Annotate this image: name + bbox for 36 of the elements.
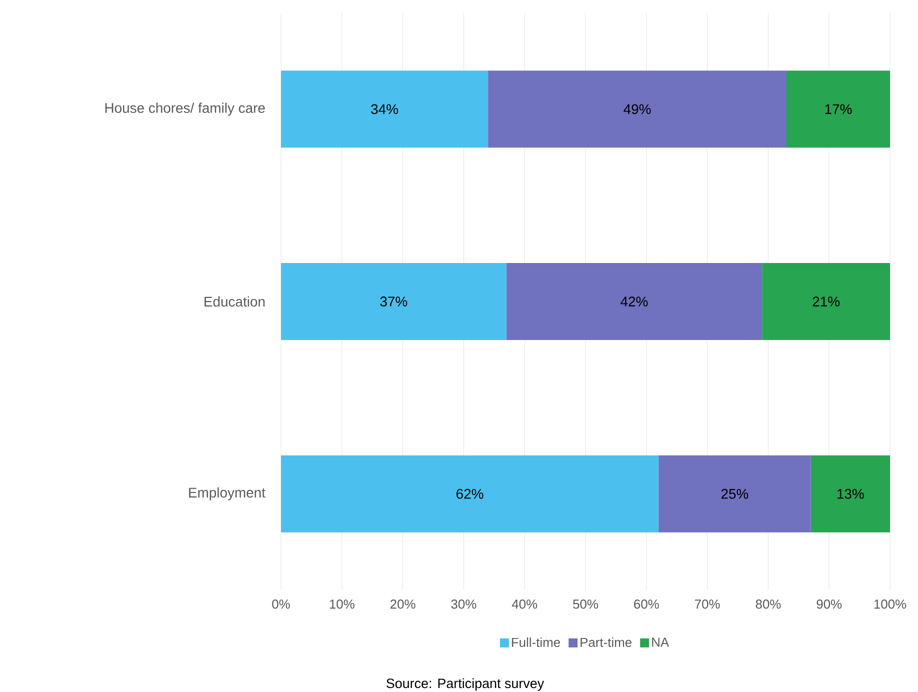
bar — [506, 263, 762, 340]
data-label: 21% — [812, 296, 840, 306]
data-label: 37% — [380, 296, 408, 306]
data-label: 49% — [624, 104, 651, 114]
x-tick-label: 70% — [695, 600, 720, 609]
bar — [658, 455, 811, 532]
bar — [762, 263, 890, 340]
data-label: 13% — [838, 488, 864, 499]
x-tick-label: 90% — [816, 600, 842, 609]
x-tick-label: 40% — [512, 600, 538, 609]
x-tick-label: 60% — [634, 600, 659, 609]
x-tick-label: 10% — [330, 600, 354, 609]
x-tick-label: 80% — [756, 600, 781, 609]
x-tick-label: 100% — [874, 600, 906, 609]
legend-label: NA — [652, 638, 670, 647]
data-label: 17% — [825, 104, 852, 114]
bar — [786, 70, 890, 148]
bar — [281, 263, 506, 340]
legend-label: Part-time — [580, 637, 632, 647]
data-label: 62% — [456, 488, 484, 499]
data-label: 25% — [721, 488, 748, 499]
data-label: 42% — [620, 296, 648, 306]
bar — [281, 455, 659, 532]
y-tick-label: House chores/ family care — [105, 102, 265, 116]
x-tick-label: 30% — [451, 600, 476, 609]
source-note: Source: Participant survey — [386, 678, 544, 691]
legend-label: Full-time — [512, 637, 560, 647]
data-label: 34% — [371, 104, 398, 114]
bar — [810, 455, 890, 532]
y-tick-label: Employment — [189, 487, 266, 500]
x-tick-label: 0% — [272, 600, 290, 609]
bar — [281, 70, 488, 148]
x-tick-label: 20% — [390, 600, 416, 609]
bar — [488, 70, 786, 148]
y-tick-label: Education — [204, 296, 265, 307]
x-tick-label: 50% — [573, 600, 598, 609]
